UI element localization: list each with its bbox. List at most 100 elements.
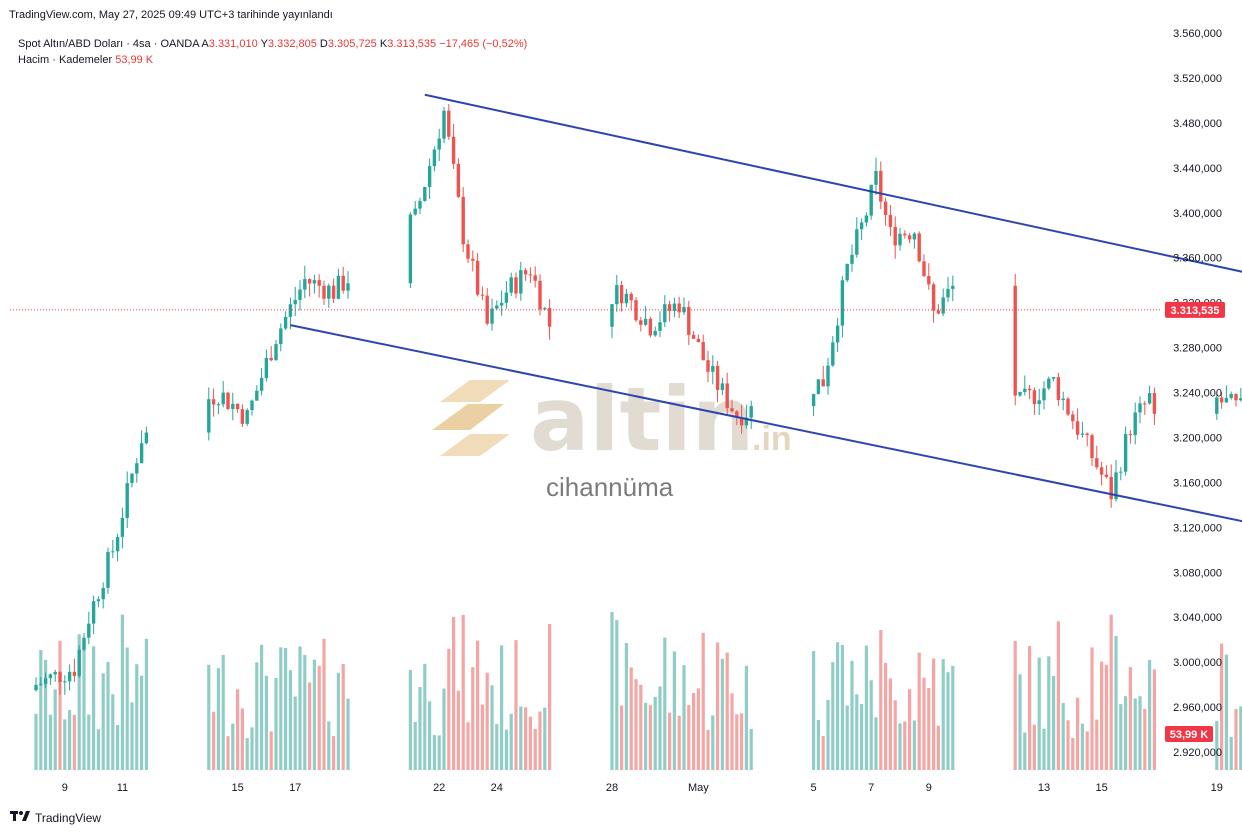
volume-bar-25 xyxy=(212,711,216,770)
volume-bar-124 xyxy=(860,704,864,770)
volume-bar-35 xyxy=(260,644,264,770)
volume-bar-148 xyxy=(1032,724,1036,770)
candle-98 xyxy=(677,296,681,318)
candle-20 xyxy=(130,473,134,488)
volume-bar-120 xyxy=(840,644,844,770)
legend-low-label: D xyxy=(319,38,328,50)
volume-bar-64 xyxy=(456,690,460,770)
candle-17 xyxy=(115,533,120,562)
candle-56 xyxy=(418,197,422,215)
candle-147 xyxy=(1027,384,1032,400)
watermark-sub: cihannüma xyxy=(546,472,674,502)
volume-bar-143 xyxy=(951,665,955,770)
candle-58 xyxy=(427,158,432,200)
volume-bar-105 xyxy=(711,715,715,770)
volume-bar-169 xyxy=(1133,698,1137,770)
volume-bar-31 xyxy=(240,708,244,770)
candle-75 xyxy=(509,272,513,296)
volume-bar-163 xyxy=(1104,664,1108,770)
volume-bar-12 xyxy=(92,646,96,770)
volume-bar-21 xyxy=(135,664,139,770)
descending-channel[interactable] xyxy=(290,93,1242,589)
candle-111 xyxy=(739,404,744,434)
volume-bar-46 xyxy=(312,659,316,770)
candle-104 xyxy=(706,350,710,383)
price-tick-label: 3.200,000 xyxy=(1173,432,1222,444)
candle-137 xyxy=(922,254,926,278)
volume-bar-92 xyxy=(648,705,652,770)
candle-38 xyxy=(274,339,278,361)
legend-symbol[interactable]: Spot Altın/ABD Doları · 4sa · OANDA xyxy=(18,38,199,50)
candle-80 xyxy=(533,266,537,288)
volume-bar-75 xyxy=(509,713,513,770)
time-axis[interactable]: 9111517222428May57913151921232729Haz xyxy=(62,782,1242,794)
candle-125 xyxy=(864,212,869,227)
footer-brand[interactable]: TradingView xyxy=(35,810,102,825)
candle-123 xyxy=(855,217,859,258)
candle-7 xyxy=(67,664,72,691)
price-axis[interactable]: 3.560,000 3.520,000 3.480,000 3.440,000 3.40… xyxy=(1165,28,1225,759)
candle-177 xyxy=(1229,391,1233,400)
candle-64 xyxy=(456,158,461,199)
candle-97 xyxy=(672,297,677,318)
candle-40 xyxy=(283,311,288,331)
candle-21 xyxy=(135,457,139,483)
candle-90 xyxy=(639,316,643,332)
volume-bar-55 xyxy=(413,721,417,770)
candle-9 xyxy=(77,645,81,678)
volume-bar-67 xyxy=(471,667,475,770)
candle-51 xyxy=(336,268,341,300)
volume-bar-178 xyxy=(1234,708,1238,770)
volume-bar-61 xyxy=(442,688,446,770)
channel-lower-line[interactable] xyxy=(290,324,1242,589)
candle-42 xyxy=(293,286,297,317)
candle-68 xyxy=(475,252,480,297)
volume-bar-85 xyxy=(615,620,619,770)
candle-53 xyxy=(346,271,350,299)
candle-127 xyxy=(874,157,878,196)
volume-bar-14 xyxy=(101,673,105,770)
channel-upper-line[interactable] xyxy=(424,93,1242,344)
volume-bar-43 xyxy=(298,646,302,770)
candle-18 xyxy=(120,507,125,549)
volume-bar-116 xyxy=(821,735,825,770)
volume-bar-42 xyxy=(293,696,297,770)
volume-bar-23 xyxy=(144,638,148,770)
tradingview-logo-icon[interactable] xyxy=(10,810,30,825)
candle-45 xyxy=(307,278,312,297)
time-tick-label: 5 xyxy=(811,782,817,794)
watermark-brand-suffix: .in xyxy=(752,420,792,458)
volume-bar-153 xyxy=(1056,621,1060,770)
candle-171 xyxy=(1143,400,1147,415)
candle-55 xyxy=(413,200,417,216)
candle-114 xyxy=(811,393,816,417)
volume-bar-59 xyxy=(432,735,436,770)
volume-bar-99 xyxy=(682,665,686,770)
legend-volume-label[interactable]: Hacim · Kademeler xyxy=(18,54,113,66)
volume-bar-41 xyxy=(288,670,292,770)
candle-85 xyxy=(615,274,619,312)
volume-bar-154 xyxy=(1061,703,1065,770)
time-tick-label: 19 xyxy=(1211,782,1223,794)
candle-50 xyxy=(331,278,336,304)
volume-bar-73 xyxy=(500,645,504,770)
candle-131 xyxy=(893,216,897,259)
legend-high: 3.332,805 xyxy=(267,38,317,50)
volume-bar-162 xyxy=(1100,661,1104,770)
candle-158 xyxy=(1080,421,1085,438)
volume-bar-167 xyxy=(1124,696,1128,770)
volume-bar-84 xyxy=(610,611,614,770)
candle-79 xyxy=(528,267,533,283)
volume-bar-176 xyxy=(1224,654,1228,770)
candle-103 xyxy=(701,334,705,361)
candle-178 xyxy=(1234,393,1238,407)
candle-86 xyxy=(619,280,624,312)
candle-169 xyxy=(1133,402,1137,445)
volume-bar-128 xyxy=(879,630,883,770)
candle-109 xyxy=(730,399,734,413)
candle-166 xyxy=(1119,467,1123,481)
candle-168 xyxy=(1128,430,1133,444)
legend-close-label: K xyxy=(379,38,388,50)
volume-bar-151 xyxy=(1047,656,1051,770)
